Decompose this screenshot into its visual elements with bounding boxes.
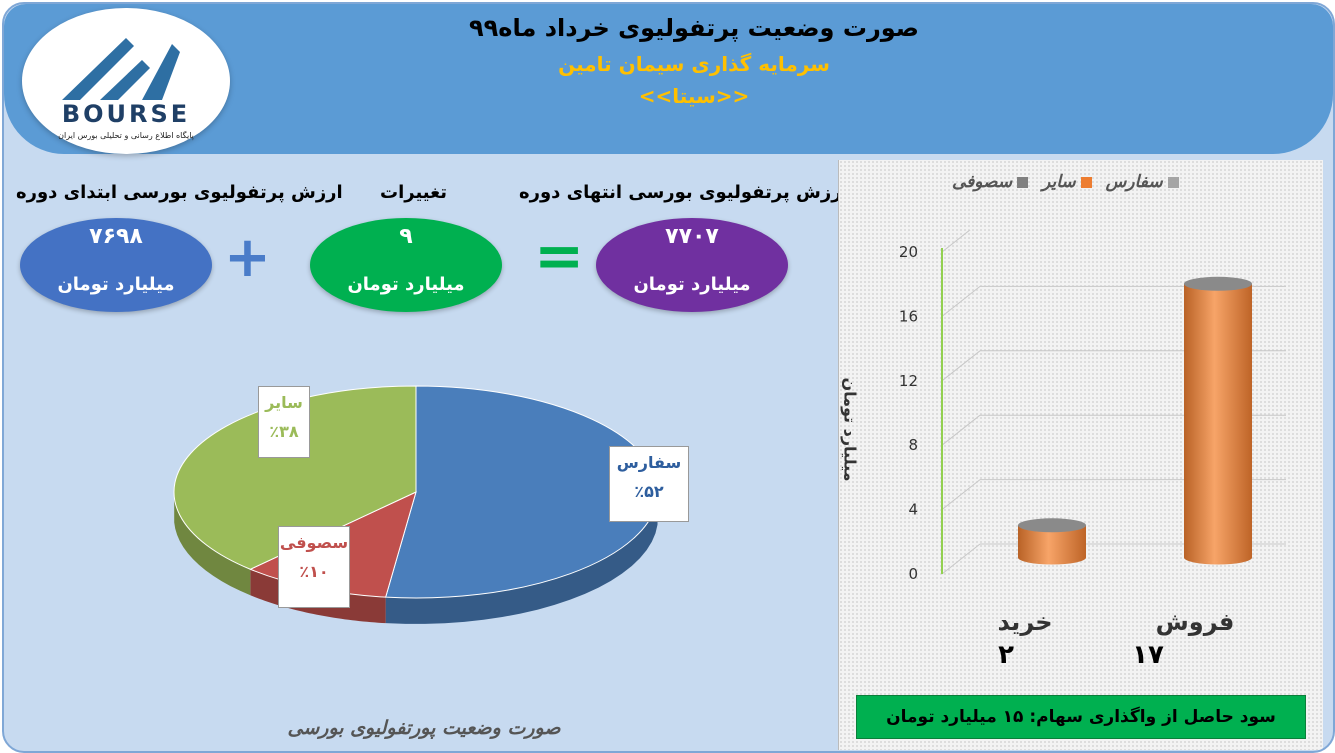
legend-item-sfars: سفارس — [1106, 172, 1179, 192]
y-tick-label: 4 — [908, 501, 918, 519]
grid-diag-1 — [941, 479, 981, 510]
pie-slice-2 — [173, 385, 417, 570]
bar-top-1 — [1018, 518, 1086, 533]
legend-label-other: سایر — [1042, 172, 1076, 192]
callout-other: سایر ٪۳۸ — [258, 386, 310, 458]
y-tick-label: 20 — [899, 243, 918, 261]
company-symbol: <<سیتا>> — [638, 84, 750, 108]
end-value-oval: ۷۷۰۷ میلیارد تومان — [596, 218, 788, 312]
category-label-buy: خرید — [997, 608, 1053, 636]
y-tick-label: 0 — [908, 565, 918, 583]
legend-item-other: سایر — [1042, 172, 1092, 192]
legend-swatch-other — [1080, 176, 1092, 188]
pie-label-sfars: سفارس — [616, 453, 682, 472]
legend-label-sfars: سفارس — [1105, 172, 1163, 192]
callout-ssoufi: سصوفی ٪۱۰ — [278, 526, 350, 608]
grid-diag-3 — [941, 350, 981, 382]
bar-chart: 0 4 8 12 16 20 — [899, 230, 1286, 583]
start-value: ۷۶۹۸ — [89, 224, 143, 249]
end-value: ۷۷۰۷ — [665, 224, 719, 249]
change-value: ۹ — [399, 224, 413, 249]
bar-1 — [1018, 518, 1086, 565]
plus-sign: + — [224, 225, 271, 290]
pie-side-2 — [174, 496, 251, 596]
start-value-label: ارزش پرتفولیوی بورسی ابتدای دوره — [16, 182, 343, 203]
grid-diag-4 — [941, 286, 981, 317]
profit-note: سود حاصل از واگذاری سهام: ۱۵ میلیارد توم… — [856, 695, 1306, 739]
pie-label-other: سایر — [265, 393, 303, 412]
end-value-label: ارزش پرتفولیوی بورسی انتهای دوره — [519, 182, 848, 203]
y-axis-label: میلیارد تومان — [840, 377, 860, 482]
pie-value-other: ٪۳۸ — [269, 422, 299, 441]
header-banner: BOURSE پایگاه اطلاع رسانی و تحلیلی بورس … — [4, 4, 1333, 154]
grid-diag-2 — [941, 414, 981, 446]
start-unit: میلیارد تومان — [57, 274, 175, 295]
bar-value-sell: ۱۷ — [1132, 640, 1164, 670]
pie-value-ssoufi: ٪۱۰ — [299, 562, 329, 581]
equals-sign: = — [534, 221, 585, 291]
portfolio-pie-chart — [154, 374, 674, 664]
callout-sfars: سفارس ٪۵۲ — [609, 446, 689, 522]
pie-side-0 — [385, 498, 658, 624]
change-unit: میلیارد تومان — [347, 274, 465, 295]
svg-text:پایگاه اطلاع رسانی و تحلیلی بو: پایگاه اطلاع رسانی و تحلیلی بورس ایران — [58, 130, 194, 140]
category-label-sell: فروش — [1155, 608, 1235, 636]
y-tick-label: 8 — [908, 436, 918, 454]
change-oval: ۹ میلیارد تومان — [310, 218, 502, 312]
change-label: تغییرات — [380, 182, 448, 203]
bourse-logo: BOURSE پایگاه اطلاع رسانی و تحلیلی بورس … — [22, 8, 230, 154]
legend-label-ssoufi: سصوفی — [952, 172, 1013, 192]
bar-body-0 — [1184, 283, 1252, 565]
bar-value-buy: ۲ — [998, 640, 1014, 670]
svg-text:BOURSE: BOURSE — [62, 100, 190, 128]
start-value-oval: ۷۶۹۸ میلیارد تومان — [20, 218, 212, 312]
bar-chart-legend: سفارس سایر سصوفی — [952, 172, 1179, 192]
grid-diag-0 — [941, 543, 981, 575]
page-title: صورت وضعیت پرتفولیوی خرداد ماه۹۹ — [469, 14, 919, 42]
pie-label-ssoufi: سصوفی — [279, 533, 349, 552]
bar-body-1 — [1018, 525, 1086, 565]
legend-swatch-sfars — [1167, 176, 1179, 188]
y-tick-label: 16 — [899, 307, 918, 325]
company-name: سرمایه گذاری سیمان تامین — [558, 52, 830, 76]
legend-swatch-ssoufi — [1017, 176, 1029, 188]
grid-diag-5 — [941, 230, 971, 253]
pie-chart-title: صورت وضعیت پورتفولیوی بورسی — [287, 717, 561, 739]
bar-top-0 — [1184, 276, 1252, 291]
y-tick-label: 12 — [899, 372, 918, 390]
pie-value-sfars: ٪۵۲ — [634, 482, 664, 501]
legend-item-ssoufi: سصوفی — [952, 172, 1029, 192]
bar-0 — [1184, 276, 1252, 565]
end-unit: میلیارد تومان — [633, 274, 751, 295]
